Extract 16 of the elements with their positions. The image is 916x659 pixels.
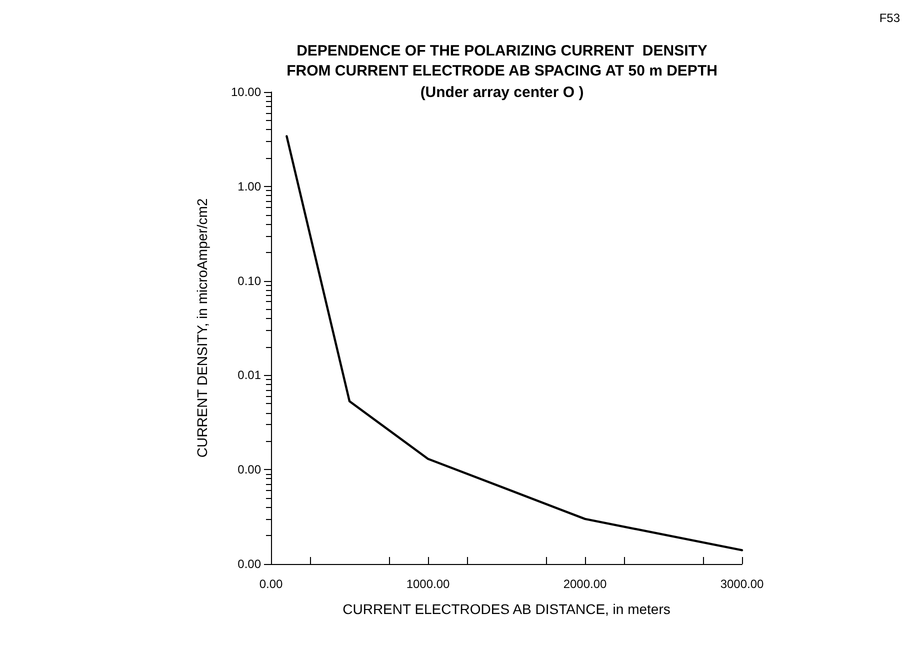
x-tick-label: 2000.00 [563, 577, 608, 591]
x-tick-label: 0.00 [259, 577, 283, 591]
x-axis-title: CURRENT ELECTRODES AB DISTANCE, in meters [342, 601, 670, 617]
text: F53 [879, 11, 900, 25]
chart-subtitle: (Under array center O ) [420, 84, 584, 101]
x-tick-label: 1000.00 [406, 577, 450, 591]
y-tick-label: 10.00 [230, 85, 262, 99]
line-series [286, 135, 744, 552]
y-tick-label: 0.10 [238, 274, 262, 288]
y-tick-label: 0.00 [238, 557, 262, 571]
x-tick-label: 3000.00 [720, 577, 764, 591]
y-axis-title: CURRENT DENSITY, in microAmper/cm2 [194, 198, 210, 458]
y-tick-label: 0.00 [238, 462, 262, 477]
y-tick-label: 0.01 [238, 368, 262, 382]
y-tick-label: 1.00 [238, 179, 262, 194]
chart-title: DEPENDENCE OF THE POLARIZING CURRENT DENSITY FROM CURRENT ELECTRODE AB SPACING AT 50 m DEPTH [286, 42, 718, 80]
